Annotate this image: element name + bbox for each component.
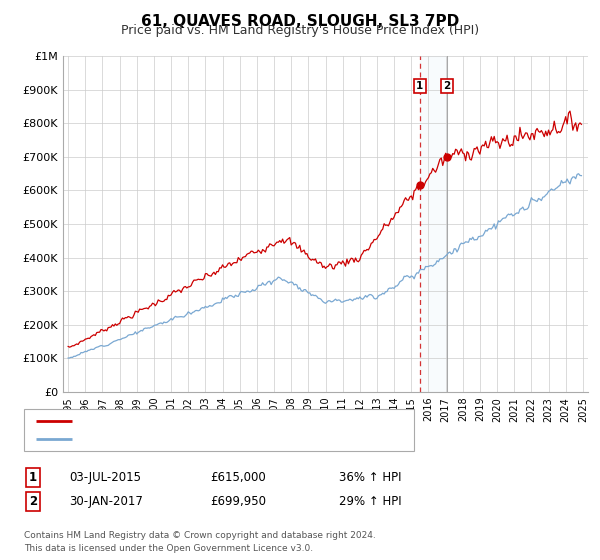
Text: 1: 1 xyxy=(29,470,37,484)
Text: £615,000: £615,000 xyxy=(210,470,266,484)
Bar xyxy=(420,56,447,392)
Text: 1: 1 xyxy=(416,81,424,91)
Text: Contains HM Land Registry data © Crown copyright and database right 2024.: Contains HM Land Registry data © Crown c… xyxy=(24,531,376,540)
Text: This data is licensed under the Open Government Licence v3.0.: This data is licensed under the Open Gov… xyxy=(24,544,313,553)
Text: Price paid vs. HM Land Registry's House Price Index (HPI): Price paid vs. HM Land Registry's House … xyxy=(121,24,479,37)
Text: 61, QUAVES ROAD, SLOUGH, SL3 7PD (detached house): 61, QUAVES ROAD, SLOUGH, SL3 7PD (detach… xyxy=(81,414,410,427)
Text: 61, QUAVES ROAD, SLOUGH, SL3 7PD: 61, QUAVES ROAD, SLOUGH, SL3 7PD xyxy=(141,14,459,29)
Text: 36% ↑ HPI: 36% ↑ HPI xyxy=(339,470,401,484)
Text: 2: 2 xyxy=(29,494,37,508)
Text: HPI: Average price, detached house, Slough: HPI: Average price, detached house, Slou… xyxy=(81,432,340,446)
Text: 30-JAN-2017: 30-JAN-2017 xyxy=(69,494,143,508)
Text: 29% ↑ HPI: 29% ↑ HPI xyxy=(339,494,401,508)
Text: £699,950: £699,950 xyxy=(210,494,266,508)
Text: 2: 2 xyxy=(443,81,451,91)
Text: 03-JUL-2015: 03-JUL-2015 xyxy=(69,470,141,484)
